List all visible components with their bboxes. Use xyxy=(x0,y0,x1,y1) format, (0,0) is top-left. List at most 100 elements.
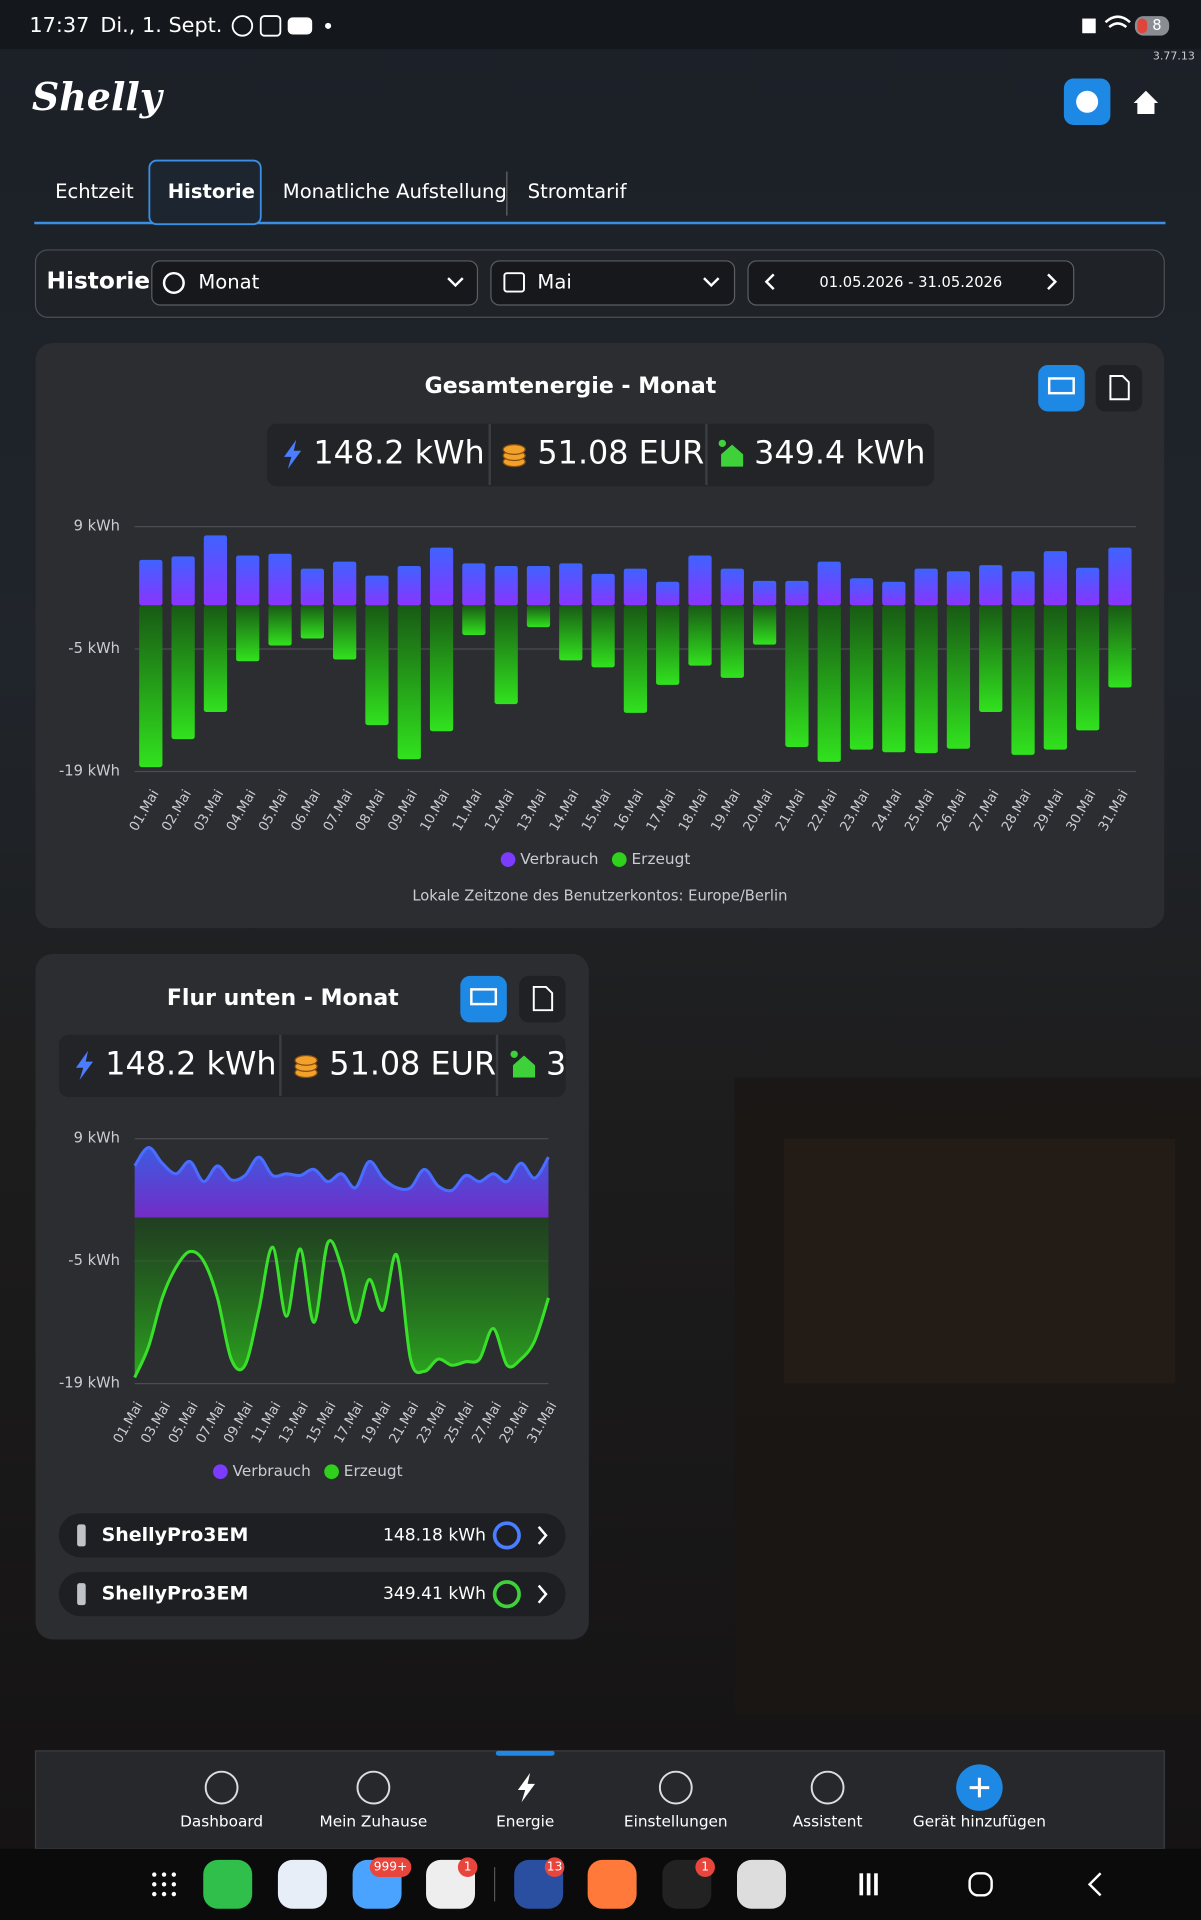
bar xyxy=(979,565,1003,606)
badge-text: 999+ xyxy=(374,1860,408,1874)
nav-icon xyxy=(356,1770,391,1805)
device-name: ShellyPro3EM xyxy=(102,1524,249,1546)
stats: 148.2 kWh 51.08 EUR 349.4 kWh xyxy=(284,423,925,485)
prev-button[interactable] xyxy=(764,273,775,290)
home-nav-button[interactable] xyxy=(968,1872,993,1897)
app-icon[interactable] xyxy=(277,1859,327,1909)
tab[interactable]: Historie xyxy=(168,180,255,203)
period-value: Monat xyxy=(198,270,259,293)
view-button[interactable] xyxy=(460,975,507,1023)
bar xyxy=(752,580,777,606)
export-icon xyxy=(532,985,554,1012)
bar xyxy=(429,605,454,732)
bar xyxy=(268,605,292,646)
calendar-icon xyxy=(503,272,525,293)
tabs: Echtzeit Historie Monatliche Aufstellung St… xyxy=(34,159,1166,226)
device-row[interactable] xyxy=(58,1572,566,1617)
badge-text: 1 xyxy=(464,1860,472,1874)
bar xyxy=(139,559,163,606)
bar xyxy=(914,568,938,606)
stat-value: 349.4 kWh xyxy=(546,1044,717,1082)
month-dropdown[interactable] xyxy=(490,260,736,306)
bar xyxy=(171,556,195,606)
device-value: 148.18 kWh xyxy=(383,1525,486,1545)
tab[interactable]: Echtzeit xyxy=(55,180,134,203)
bar xyxy=(623,568,648,606)
view-button[interactable] xyxy=(1038,365,1085,412)
apps-grid-dot xyxy=(161,1882,167,1887)
status-icon xyxy=(259,15,282,37)
next-button[interactable] xyxy=(1047,273,1058,290)
stat-value: 148.2 kWh xyxy=(313,433,484,471)
bar xyxy=(752,605,777,645)
bar xyxy=(785,605,809,747)
view-icon xyxy=(470,988,498,1006)
badge-text: 1 xyxy=(701,1860,709,1874)
bar xyxy=(882,581,906,606)
device-icon xyxy=(77,1524,86,1547)
wifi-icon xyxy=(1104,15,1131,29)
y-tick-label: 9 kWh xyxy=(74,518,120,535)
nav-label[interactable]: Energie xyxy=(496,1812,554,1830)
bar xyxy=(1108,605,1132,688)
bar xyxy=(623,605,648,713)
bar xyxy=(494,605,518,705)
recent-button[interactable] xyxy=(859,1873,864,1896)
stat-value: 148.2 kWh xyxy=(105,1044,276,1082)
bar xyxy=(849,605,874,750)
settings-icon xyxy=(1076,90,1099,113)
bar xyxy=(268,553,292,606)
bar xyxy=(785,580,809,606)
nav-label[interactable]: Dashboard xyxy=(180,1812,263,1830)
nav-label[interactable]: Assistent xyxy=(793,1812,863,1830)
nav-label[interactable]: Einstellungen xyxy=(624,1812,728,1830)
device-row[interactable] xyxy=(58,1513,566,1558)
bar xyxy=(720,568,744,606)
bar xyxy=(591,605,615,668)
sun-icon xyxy=(718,439,726,448)
nav-items: Dashboard Mein Zuhause Energie Einstellunge… xyxy=(180,1750,1046,1830)
home-button[interactable] xyxy=(1133,90,1159,115)
bar xyxy=(559,563,583,606)
bar xyxy=(203,535,228,606)
active-tab xyxy=(148,159,262,226)
y-tick-label: -19 kWh xyxy=(59,1375,120,1392)
app-icon[interactable] xyxy=(203,1859,253,1909)
bar xyxy=(365,605,389,726)
bar xyxy=(1076,567,1100,606)
export-icon xyxy=(1109,375,1130,401)
export-button[interactable] xyxy=(1095,365,1143,412)
stats-box xyxy=(266,423,935,487)
export-button[interactable] xyxy=(519,975,566,1023)
background-window xyxy=(783,1138,1176,1384)
bar xyxy=(882,605,906,753)
period-dropdown[interactable] xyxy=(151,260,479,306)
nav-icon xyxy=(810,1770,845,1805)
app-icon[interactable] xyxy=(587,1859,637,1909)
device-list: ShellyPro3EM 148.18 kWh ShellyPro3EM 349.41… xyxy=(58,1513,566,1617)
y-tick-label: 9 kWh xyxy=(74,1130,120,1147)
badge xyxy=(544,1857,565,1877)
chevron-down xyxy=(703,277,720,288)
bolt-icon xyxy=(284,439,302,470)
bar xyxy=(1076,605,1100,731)
device-ring xyxy=(492,1580,521,1609)
chevron-right xyxy=(537,1526,548,1545)
line xyxy=(133,1239,550,1379)
bar xyxy=(397,605,421,760)
nav-label[interactable]: Gerät hinzufügen xyxy=(913,1812,1046,1830)
stat-value: 51.08 EUR xyxy=(537,433,704,471)
stat-value: 349.4 kWh xyxy=(754,433,925,471)
apps-grid-dot xyxy=(152,1882,157,1887)
nav-label[interactable]: Mein Zuhause xyxy=(320,1812,428,1830)
stat-value: 51.08 EUR xyxy=(329,1044,496,1082)
version: 3.77.13 xyxy=(1153,49,1195,62)
back-button[interactable] xyxy=(1087,1872,1102,1897)
range-picker xyxy=(747,260,1075,306)
app-icon[interactable] xyxy=(737,1859,786,1909)
area-fill xyxy=(134,1217,549,1378)
tab[interactable]: Monatliche Aufstellung xyxy=(283,180,507,203)
tab[interactable]: Stromtarif xyxy=(528,180,628,203)
house-icon xyxy=(512,1055,536,1078)
bar xyxy=(365,575,389,606)
